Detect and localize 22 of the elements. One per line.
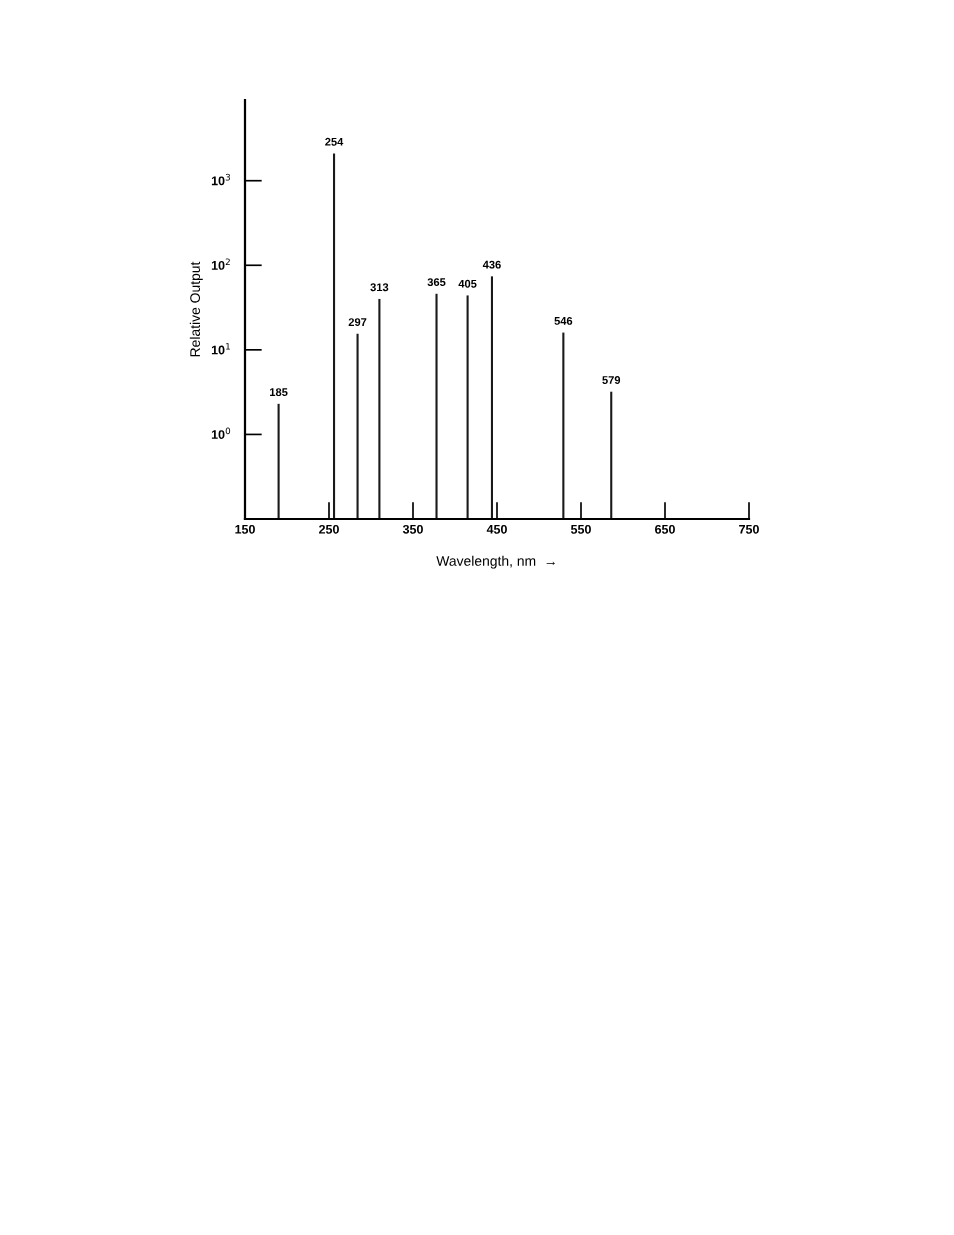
annotation: 546: [554, 316, 573, 325]
x-tick-label: 250: [319, 524, 339, 534]
annotation: 365: [427, 278, 446, 287]
annotation: 297: [348, 318, 367, 326]
x-tick-label: 550: [570, 524, 591, 534]
x-tick-label: 150: [235, 524, 255, 534]
annotation: 313: [370, 283, 389, 292]
y-tick-label: 10$^{0}$: [211, 427, 231, 439]
x-tick-label: 450: [486, 524, 507, 534]
y-axis-title: Relative Output: [189, 261, 203, 357]
x-tick-label: 350: [402, 524, 423, 534]
annotation: 436: [482, 260, 501, 269]
y-tick-label: 10$^{3}$: [211, 173, 230, 186]
x-tick-label: 650: [655, 524, 675, 534]
y-tick-label: 10$^{1}$: [211, 343, 230, 355]
x-tick-label: 750: [739, 524, 759, 534]
y-tick-label: 10$^{2}$: [211, 258, 230, 270]
annotation: 579: [602, 376, 621, 384]
x-axis-title: Wavelength, nm →: [436, 555, 555, 569]
annotation: 185: [270, 388, 288, 397]
annotation: 254: [325, 137, 344, 146]
annotation: 405: [458, 279, 477, 288]
